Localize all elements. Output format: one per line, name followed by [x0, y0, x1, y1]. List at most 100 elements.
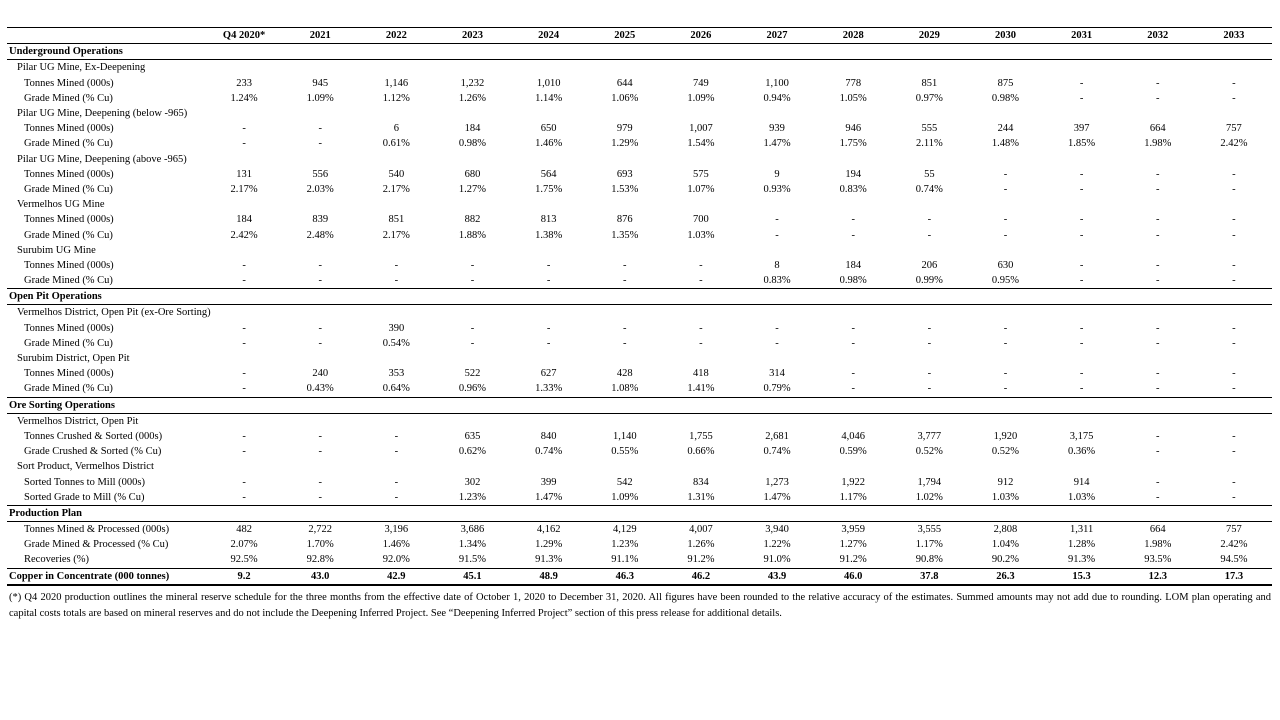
data-row: Tonnes Mined (000s) 131 556 540 680 564 693 575… — [7, 167, 1272, 182]
cell: - — [1232, 491, 1236, 503]
cell: - — [1232, 168, 1236, 180]
data-row: Sorted Grade to Mill (% Cu) - - - 1.23% 1.47%… — [7, 490, 1272, 506]
cell: - — [470, 337, 475, 349]
data-row: Tonnes Mined (000s) - 240 353 522 627 428 418 31… — [7, 366, 1272, 381]
cell: 1.07% — [687, 183, 715, 195]
cell: 184 — [845, 259, 862, 271]
cell: 749 — [693, 77, 709, 89]
cell: 1.33% — [535, 383, 563, 395]
cell: - — [242, 383, 246, 395]
row-label: Tonnes Mined (000s) — [24, 322, 114, 334]
cell: 302 — [464, 476, 481, 488]
row-label: Surubim District, Open Pit — [17, 353, 130, 365]
group-row: Sort Product, Vermelhos District — [7, 459, 1272, 474]
cell: 813 — [540, 214, 557, 226]
cell: 8 — [774, 259, 780, 271]
cell: - — [1156, 183, 1160, 195]
cell: - — [1003, 229, 1008, 241]
cell: - — [1003, 337, 1008, 349]
cell: 1.88% — [458, 229, 487, 241]
cell: 979 — [616, 123, 633, 135]
cell: 0.52% — [915, 446, 943, 458]
cell: 1.75% — [535, 183, 563, 195]
cell: 482 — [236, 524, 252, 536]
cell: 1,273 — [765, 476, 789, 488]
cell: 1.46% — [382, 539, 410, 551]
cell: 4,162 — [536, 524, 561, 536]
cell: - — [699, 337, 703, 349]
cell: 540 — [388, 168, 405, 180]
cell: 4,129 — [612, 524, 637, 536]
cell: - — [623, 337, 627, 349]
cell: 397 — [1073, 123, 1090, 135]
cell: 564 — [540, 168, 557, 180]
cell: 240 — [312, 368, 329, 380]
row-label: Tonnes Crushed & Sorted (000s) — [24, 430, 163, 442]
cell: 555 — [921, 123, 938, 135]
cell: 1,311 — [1069, 524, 1094, 536]
row-label: Grade Mined (% Cu) — [24, 183, 113, 195]
cell: 0.95% — [991, 275, 1020, 287]
cell: 0.74% — [535, 446, 563, 458]
cell: 1.47% — [763, 138, 791, 150]
cell: - — [318, 123, 322, 135]
cell: 0.64% — [382, 383, 410, 395]
cell: - — [1232, 430, 1236, 442]
cell: - — [775, 229, 779, 241]
cell: 1,920 — [993, 430, 1018, 442]
cell: - — [1003, 183, 1008, 195]
cell: 233 — [236, 77, 252, 89]
cell: 0.74% — [915, 183, 943, 195]
row-label: Grade Mined & Processed (% Cu) — [24, 539, 169, 551]
cell: 757 — [1226, 524, 1242, 536]
cell: 2.03% — [306, 183, 334, 195]
cell: 0.59% — [839, 446, 867, 458]
column-header: 2025 — [586, 26, 663, 45]
section-row: Production Plan — [7, 504, 1272, 523]
cell: - — [242, 337, 246, 349]
cell: 194 — [845, 168, 862, 180]
cell: 946 — [845, 123, 862, 135]
cell: 399 — [540, 476, 557, 488]
cell: 1.23% — [458, 491, 487, 503]
cell: 839 — [312, 214, 329, 226]
cell: 93.5% — [1144, 554, 1172, 566]
cell: 1.22% — [763, 539, 791, 551]
cell: 91.2% — [687, 554, 715, 566]
column-header: Q4 2020* — [206, 26, 283, 45]
cell: 0.52% — [991, 446, 1020, 458]
data-row: Tonnes Mined & Processed (000s) 482 2,722 3… — [7, 522, 1272, 538]
row-label: Grade Mined (% Cu) — [24, 92, 113, 104]
cell: 90.8% — [915, 554, 943, 566]
cell: - — [1156, 368, 1160, 380]
cell: 0.97% — [915, 92, 943, 104]
cell: 0.94% — [763, 92, 791, 104]
cell: - — [1003, 322, 1008, 334]
cell: 627 — [540, 368, 557, 380]
cell: - — [1079, 275, 1084, 287]
data-row: Tonnes Mined (000s) - - 6 184 650 979 1,007 939 9… — [7, 121, 1272, 136]
cell: 206 — [921, 259, 938, 271]
data-row: Sorted Tonnes to Mill (000s) - - - 302 399 542… — [7, 474, 1272, 489]
cell: - — [242, 275, 246, 287]
row-label: Production Plan — [7, 504, 1272, 523]
cell: 1.27% — [839, 539, 867, 551]
cell: - — [242, 322, 246, 334]
cell: 1,794 — [917, 476, 942, 488]
cell: - — [318, 491, 322, 503]
row-label: Grade Mined (% Cu) — [24, 229, 113, 241]
cell: - — [1156, 322, 1160, 334]
cell: - — [1232, 476, 1236, 488]
cell: 1.14% — [535, 92, 563, 104]
cell: - — [318, 476, 322, 488]
cell: - — [1079, 183, 1084, 195]
cell: - — [1079, 383, 1084, 395]
total-row: Copper in Concentrate (000 tonnes) 9.2 43.… — [7, 567, 1272, 586]
cell: 2.11% — [915, 138, 943, 150]
cell: - — [470, 322, 475, 334]
cell: 91.3% — [1068, 554, 1096, 566]
row-label: Vermelhos UG Mine — [17, 199, 105, 211]
cell: - — [318, 259, 322, 271]
cell: 1,007 — [689, 123, 713, 135]
row-label: Grade Mined (% Cu) — [24, 383, 113, 395]
